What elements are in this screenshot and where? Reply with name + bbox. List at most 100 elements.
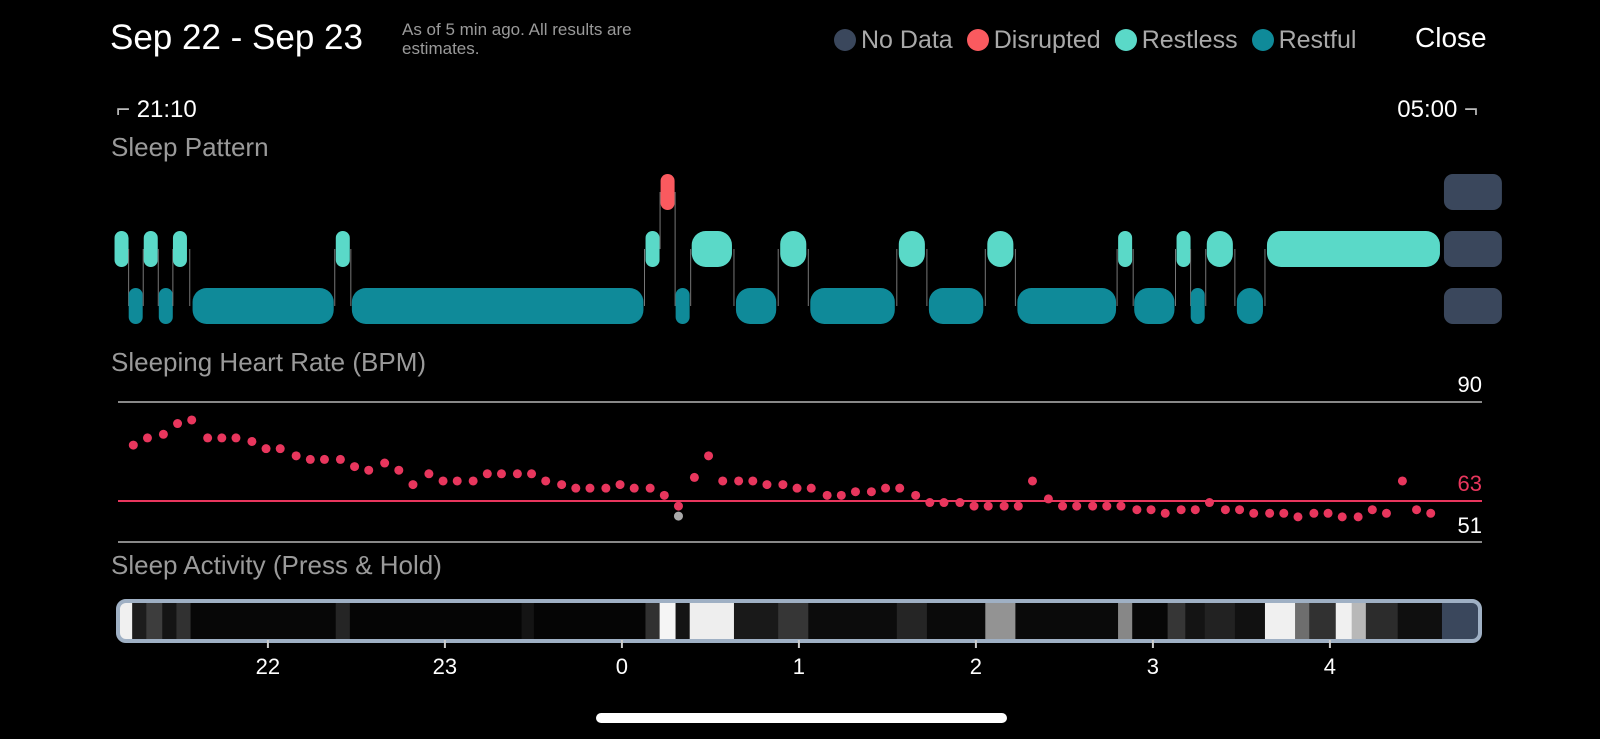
- sleep-segment-restful: [192, 288, 334, 324]
- activity-block: [1167, 601, 1186, 641]
- close-button[interactable]: Close: [1415, 22, 1487, 53]
- hr-point: [335, 454, 345, 464]
- sleep-segment-restless: [898, 231, 925, 267]
- activity-block: [808, 601, 898, 641]
- sleep-segment-restful: [128, 288, 143, 324]
- sleep-segment-restless: [1176, 231, 1191, 267]
- hr-point: [231, 433, 241, 443]
- hr-point: [364, 465, 374, 475]
- hr-point: [350, 462, 360, 472]
- page-title: Sep 22 - Sep 23: [110, 18, 363, 57]
- sleep-segment-restful: [735, 288, 777, 324]
- hr-point: [305, 454, 315, 464]
- hr-point: [1204, 498, 1214, 508]
- axis-tick-label: 1: [793, 654, 805, 679]
- hr-point: [1013, 501, 1023, 511]
- sleep-segment-restless: [645, 231, 660, 267]
- hr-point: [1102, 501, 1112, 511]
- range-end: 05:00 ¬: [1397, 96, 1478, 124]
- hr-point: [203, 433, 213, 443]
- hr-avg-label: 63: [1458, 471, 1482, 496]
- restful-dot-icon: [1251, 29, 1274, 51]
- hr-point: [424, 469, 434, 479]
- hr-point: [895, 483, 905, 493]
- sleep-segment-restful: [158, 288, 173, 324]
- activity-block: [896, 601, 928, 641]
- activity-heading: Sleep Activity (Press & Hold): [111, 550, 442, 580]
- hr-point: [1072, 501, 1082, 511]
- hr-point: [512, 469, 522, 479]
- hr-point: [645, 483, 655, 493]
- hr-point: [866, 487, 876, 497]
- sleep-segment-restful: [1236, 288, 1263, 324]
- hr-point: [1116, 501, 1126, 511]
- restless-dot-icon: [1114, 29, 1137, 51]
- sleep-segment-restless: [780, 231, 807, 267]
- hr-point: [1132, 505, 1142, 515]
- axis-tick-label: 23: [433, 654, 457, 679]
- hr-point-no-data: [673, 511, 683, 521]
- home-indicator[interactable]: [596, 713, 1007, 723]
- hr-point: [452, 476, 462, 486]
- legend-item-restful: Restful: [1251, 26, 1356, 55]
- range-start-time: 21:10: [136, 96, 197, 123]
- hr-point: [158, 429, 168, 439]
- sleep-segment-restful: [1017, 288, 1117, 324]
- hr-point: [969, 501, 979, 511]
- hr-point: [468, 476, 478, 486]
- axis-tick-label: 0: [616, 654, 628, 679]
- hr-point: [689, 472, 699, 482]
- hr-point: [128, 440, 138, 450]
- sleep-segment-restless: [691, 231, 732, 267]
- end-bracket-icon: ¬: [1463, 96, 1478, 123]
- hr-point: [1220, 505, 1230, 515]
- hr-point: [527, 469, 537, 479]
- hr-point: [925, 498, 935, 508]
- activity-block: [1132, 601, 1169, 641]
- activity-block: [521, 601, 535, 641]
- axis-tick-label: 2: [970, 654, 982, 679]
- hr-point: [1265, 508, 1275, 518]
- hr-point: [955, 498, 965, 508]
- hr-point: [822, 490, 832, 500]
- legend-item-disrupted: Disrupted: [966, 26, 1101, 55]
- hr-point: [881, 483, 891, 493]
- activity-block: [1309, 601, 1337, 641]
- hr-point: [1088, 501, 1098, 511]
- hr-point: [601, 483, 611, 493]
- hr-point: [983, 501, 993, 511]
- start-bracket-icon: ⌐: [116, 96, 131, 123]
- hr-point: [734, 476, 744, 486]
- legend-label: Restless: [1141, 25, 1238, 54]
- sleep-activity-bar[interactable]: [0, 595, 1600, 655]
- hr-point: [1381, 508, 1391, 518]
- time-axis: 22 23 0 1 2 3 4: [256, 640, 1336, 679]
- hr-point: [629, 483, 639, 493]
- legend-item-no-data: No Data: [834, 26, 953, 55]
- axis-tick-label: 4: [1324, 654, 1336, 679]
- sleep-segment-restful: [1190, 288, 1205, 324]
- activity-block: [1118, 601, 1133, 641]
- activity-block: [1234, 601, 1266, 641]
- hr-point: [1146, 505, 1156, 515]
- activity-block: [146, 601, 163, 641]
- heart-rate-chart[interactable]: 90 63 51: [0, 370, 1600, 550]
- activity-block: [1441, 601, 1480, 641]
- hr-point: [1337, 512, 1347, 522]
- sleep-segment-no-data: [1443, 288, 1502, 324]
- hr-point: [778, 480, 788, 490]
- activity-block: [778, 601, 809, 641]
- hr-point: [1160, 508, 1170, 518]
- hr-point: [380, 458, 390, 468]
- range-end-time: 05:00: [1397, 96, 1458, 123]
- sleep-pattern-chart[interactable]: [0, 170, 1600, 340]
- activity-block: [1015, 601, 1119, 641]
- hr-point: [319, 454, 329, 464]
- hr-point: [1293, 512, 1303, 522]
- hr-point: [557, 480, 567, 490]
- activity-block: [176, 601, 192, 641]
- hr-point: [482, 469, 492, 479]
- heart-rate-heading: Sleeping Heart Rate (BPM): [111, 347, 427, 377]
- activity-block: [132, 601, 147, 641]
- hr-point: [394, 465, 404, 475]
